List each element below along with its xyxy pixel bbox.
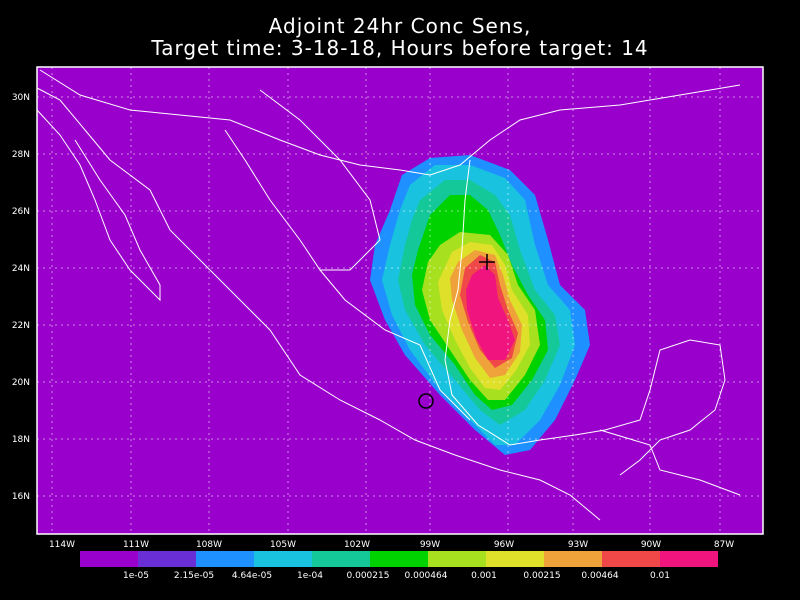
plume-level-9 bbox=[466, 265, 515, 360]
colorbar-swatch bbox=[138, 551, 196, 567]
map-title-line-2: Target time: 3-18-18, Hours before targe… bbox=[151, 36, 649, 60]
lon-label: 108W bbox=[196, 540, 222, 550]
colorbar-swatch bbox=[312, 551, 370, 567]
longitude-labels: 114W 111W 108W 105W 102W 99W 96W 93W 90W… bbox=[49, 540, 734, 550]
colorbar-swatch bbox=[254, 551, 312, 567]
lon-label: 114W bbox=[49, 540, 75, 550]
graticule bbox=[37, 67, 763, 534]
lon-label: 93W bbox=[568, 540, 588, 550]
lat-label: 20N bbox=[12, 378, 30, 388]
colorbar-labels: 1e-05 2.15e-05 4.64e-05 1e-04 0.000215 0… bbox=[123, 571, 670, 581]
colorbar-swatch bbox=[602, 551, 660, 567]
colorbar-swatch bbox=[80, 551, 138, 567]
colorbar-label: 1e-04 bbox=[297, 571, 323, 581]
colorbar-swatch bbox=[196, 551, 254, 567]
plus-marker bbox=[479, 254, 495, 270]
colorbar-label: 4.64e-05 bbox=[232, 571, 272, 581]
colorbar-label: 1e-05 bbox=[123, 571, 149, 581]
colorbar bbox=[80, 551, 718, 567]
latitude-labels: 30N 28N 26N 24N 22N 20N 18N 16N bbox=[12, 93, 30, 502]
colorbar-label: 0.00464 bbox=[581, 571, 618, 581]
colorbar-label: 2.15e-05 bbox=[174, 571, 214, 581]
colorbar-swatch bbox=[660, 551, 718, 567]
lat-label: 26N bbox=[12, 207, 30, 217]
colorbar-label: 0.01 bbox=[650, 571, 670, 581]
lat-label: 28N bbox=[12, 150, 30, 160]
lat-label: 22N bbox=[12, 321, 30, 331]
lon-label: 96W bbox=[494, 540, 514, 550]
map-title-line-1: Adjoint 24hr Conc Sens, bbox=[268, 14, 532, 38]
colorbar-swatch bbox=[486, 551, 544, 567]
colorbar-swatch bbox=[544, 551, 602, 567]
colorbar-swatch bbox=[428, 551, 486, 567]
lat-label: 24N bbox=[12, 264, 30, 274]
colorbar-label: 0.000215 bbox=[347, 571, 390, 581]
lon-label: 99W bbox=[420, 540, 440, 550]
lon-label: 87W bbox=[714, 540, 734, 550]
lon-label: 105W bbox=[270, 540, 296, 550]
colorbar-label: 0.00215 bbox=[523, 571, 560, 581]
colorbar-label: 0.000464 bbox=[405, 571, 448, 581]
lon-label: 90W bbox=[641, 540, 661, 550]
lat-label: 18N bbox=[12, 435, 30, 445]
coastlines bbox=[36, 69, 741, 521]
lat-label: 30N bbox=[12, 93, 30, 103]
colorbar-label: 0.001 bbox=[471, 571, 497, 581]
lon-label: 102W bbox=[344, 540, 370, 550]
colorbar-swatch bbox=[370, 551, 428, 567]
lon-label: 111W bbox=[123, 540, 149, 550]
circle-marker bbox=[418, 393, 434, 409]
lat-label: 16N bbox=[12, 492, 30, 502]
